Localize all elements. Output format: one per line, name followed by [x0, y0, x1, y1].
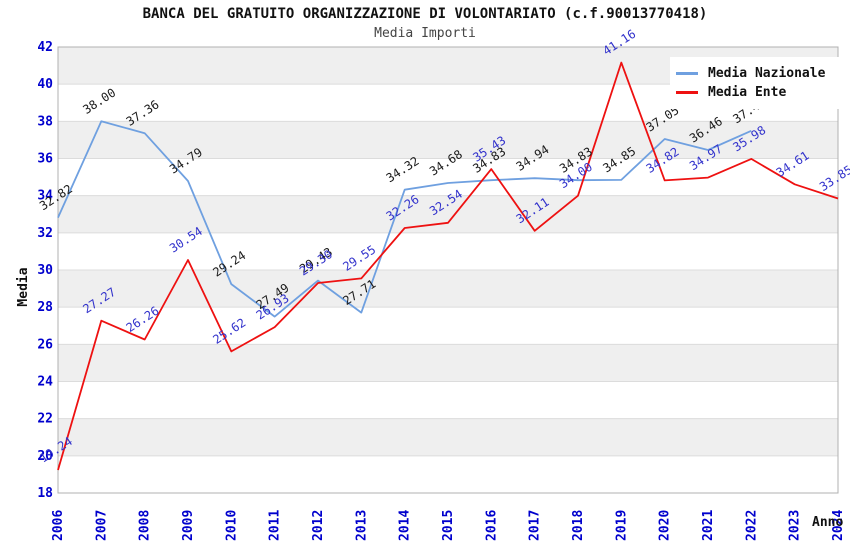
- legend-label: Media Nazionale: [708, 66, 826, 81]
- band: [58, 344, 838, 382]
- y-tick-label: 18: [37, 486, 53, 501]
- x-tick-label: 2009: [181, 510, 196, 541]
- plot-border: [57, 46, 839, 494]
- legend-item-media-ente: Media Ente: [676, 84, 838, 101]
- x-tick-label: 2023: [788, 510, 803, 541]
- legend: Media Nazionale Media Ente: [670, 57, 846, 109]
- y-tick-label: 34: [37, 189, 53, 204]
- y-tick-label: 28: [37, 300, 53, 315]
- legend-item-media-nazionale: Media Nazionale: [676, 65, 838, 82]
- series-line-media-ente: [57, 61, 839, 471]
- y-tick-label: 40: [37, 77, 53, 92]
- series-line-media-nazionale: [57, 120, 752, 318]
- band: [58, 232, 838, 270]
- legend-label: Media Ente: [708, 85, 787, 100]
- ente-line-swatch: [676, 91, 698, 94]
- x-tick-label: 2015: [441, 510, 456, 541]
- y-tick-label: 32: [37, 226, 53, 241]
- y-tick-label: 36: [37, 152, 53, 167]
- y-axis-title: Media: [16, 267, 31, 306]
- x-tick-label: 2024: [831, 510, 846, 541]
- band: [58, 121, 838, 159]
- background-bands: [58, 47, 838, 493]
- y-tick-label: 22: [37, 412, 53, 427]
- x-axis-title: Anno: [812, 515, 843, 530]
- band: [58, 455, 838, 493]
- x-tick-label: 2018: [571, 510, 586, 541]
- band: [58, 418, 838, 456]
- y-tick-label: 30: [37, 263, 53, 278]
- x-tick-label: 2007: [94, 510, 109, 541]
- x-tick-label: 2020: [658, 510, 673, 541]
- y-tick-label: 24: [37, 375, 53, 390]
- series-lines: [57, 61, 839, 471]
- x-tick-label: 2008: [138, 510, 153, 541]
- y-tick-label: 26: [37, 337, 53, 352]
- x-tick-label: 2017: [528, 510, 543, 541]
- y-tick-label: 38: [37, 114, 53, 129]
- x-tick-label: 2014: [398, 510, 413, 541]
- x-tick-label: 2016: [484, 510, 499, 541]
- band: [58, 270, 838, 308]
- band: [58, 307, 838, 345]
- x-tick-label: 2021: [701, 510, 716, 541]
- x-tick-label: 2019: [614, 510, 629, 541]
- y-tick-label: 20: [37, 449, 53, 464]
- x-tick-label: 2011: [268, 510, 283, 541]
- x-tick-label: 2013: [354, 510, 369, 541]
- nazionale-line-swatch: [676, 72, 698, 75]
- band: [58, 381, 838, 419]
- x-tick-label: 2022: [744, 510, 759, 541]
- x-tick-label: 2012: [311, 510, 326, 541]
- x-tick-label: 2010: [224, 510, 239, 541]
- y-tick-label: 42: [37, 40, 53, 55]
- band: [58, 195, 838, 233]
- x-tick-label: 2006: [51, 510, 66, 541]
- chart-subtitle: Media Importi: [374, 26, 476, 41]
- chart-title: BANCA DEL GRATUITO ORGANIZZAZIONE DI VOL…: [142, 6, 708, 22]
